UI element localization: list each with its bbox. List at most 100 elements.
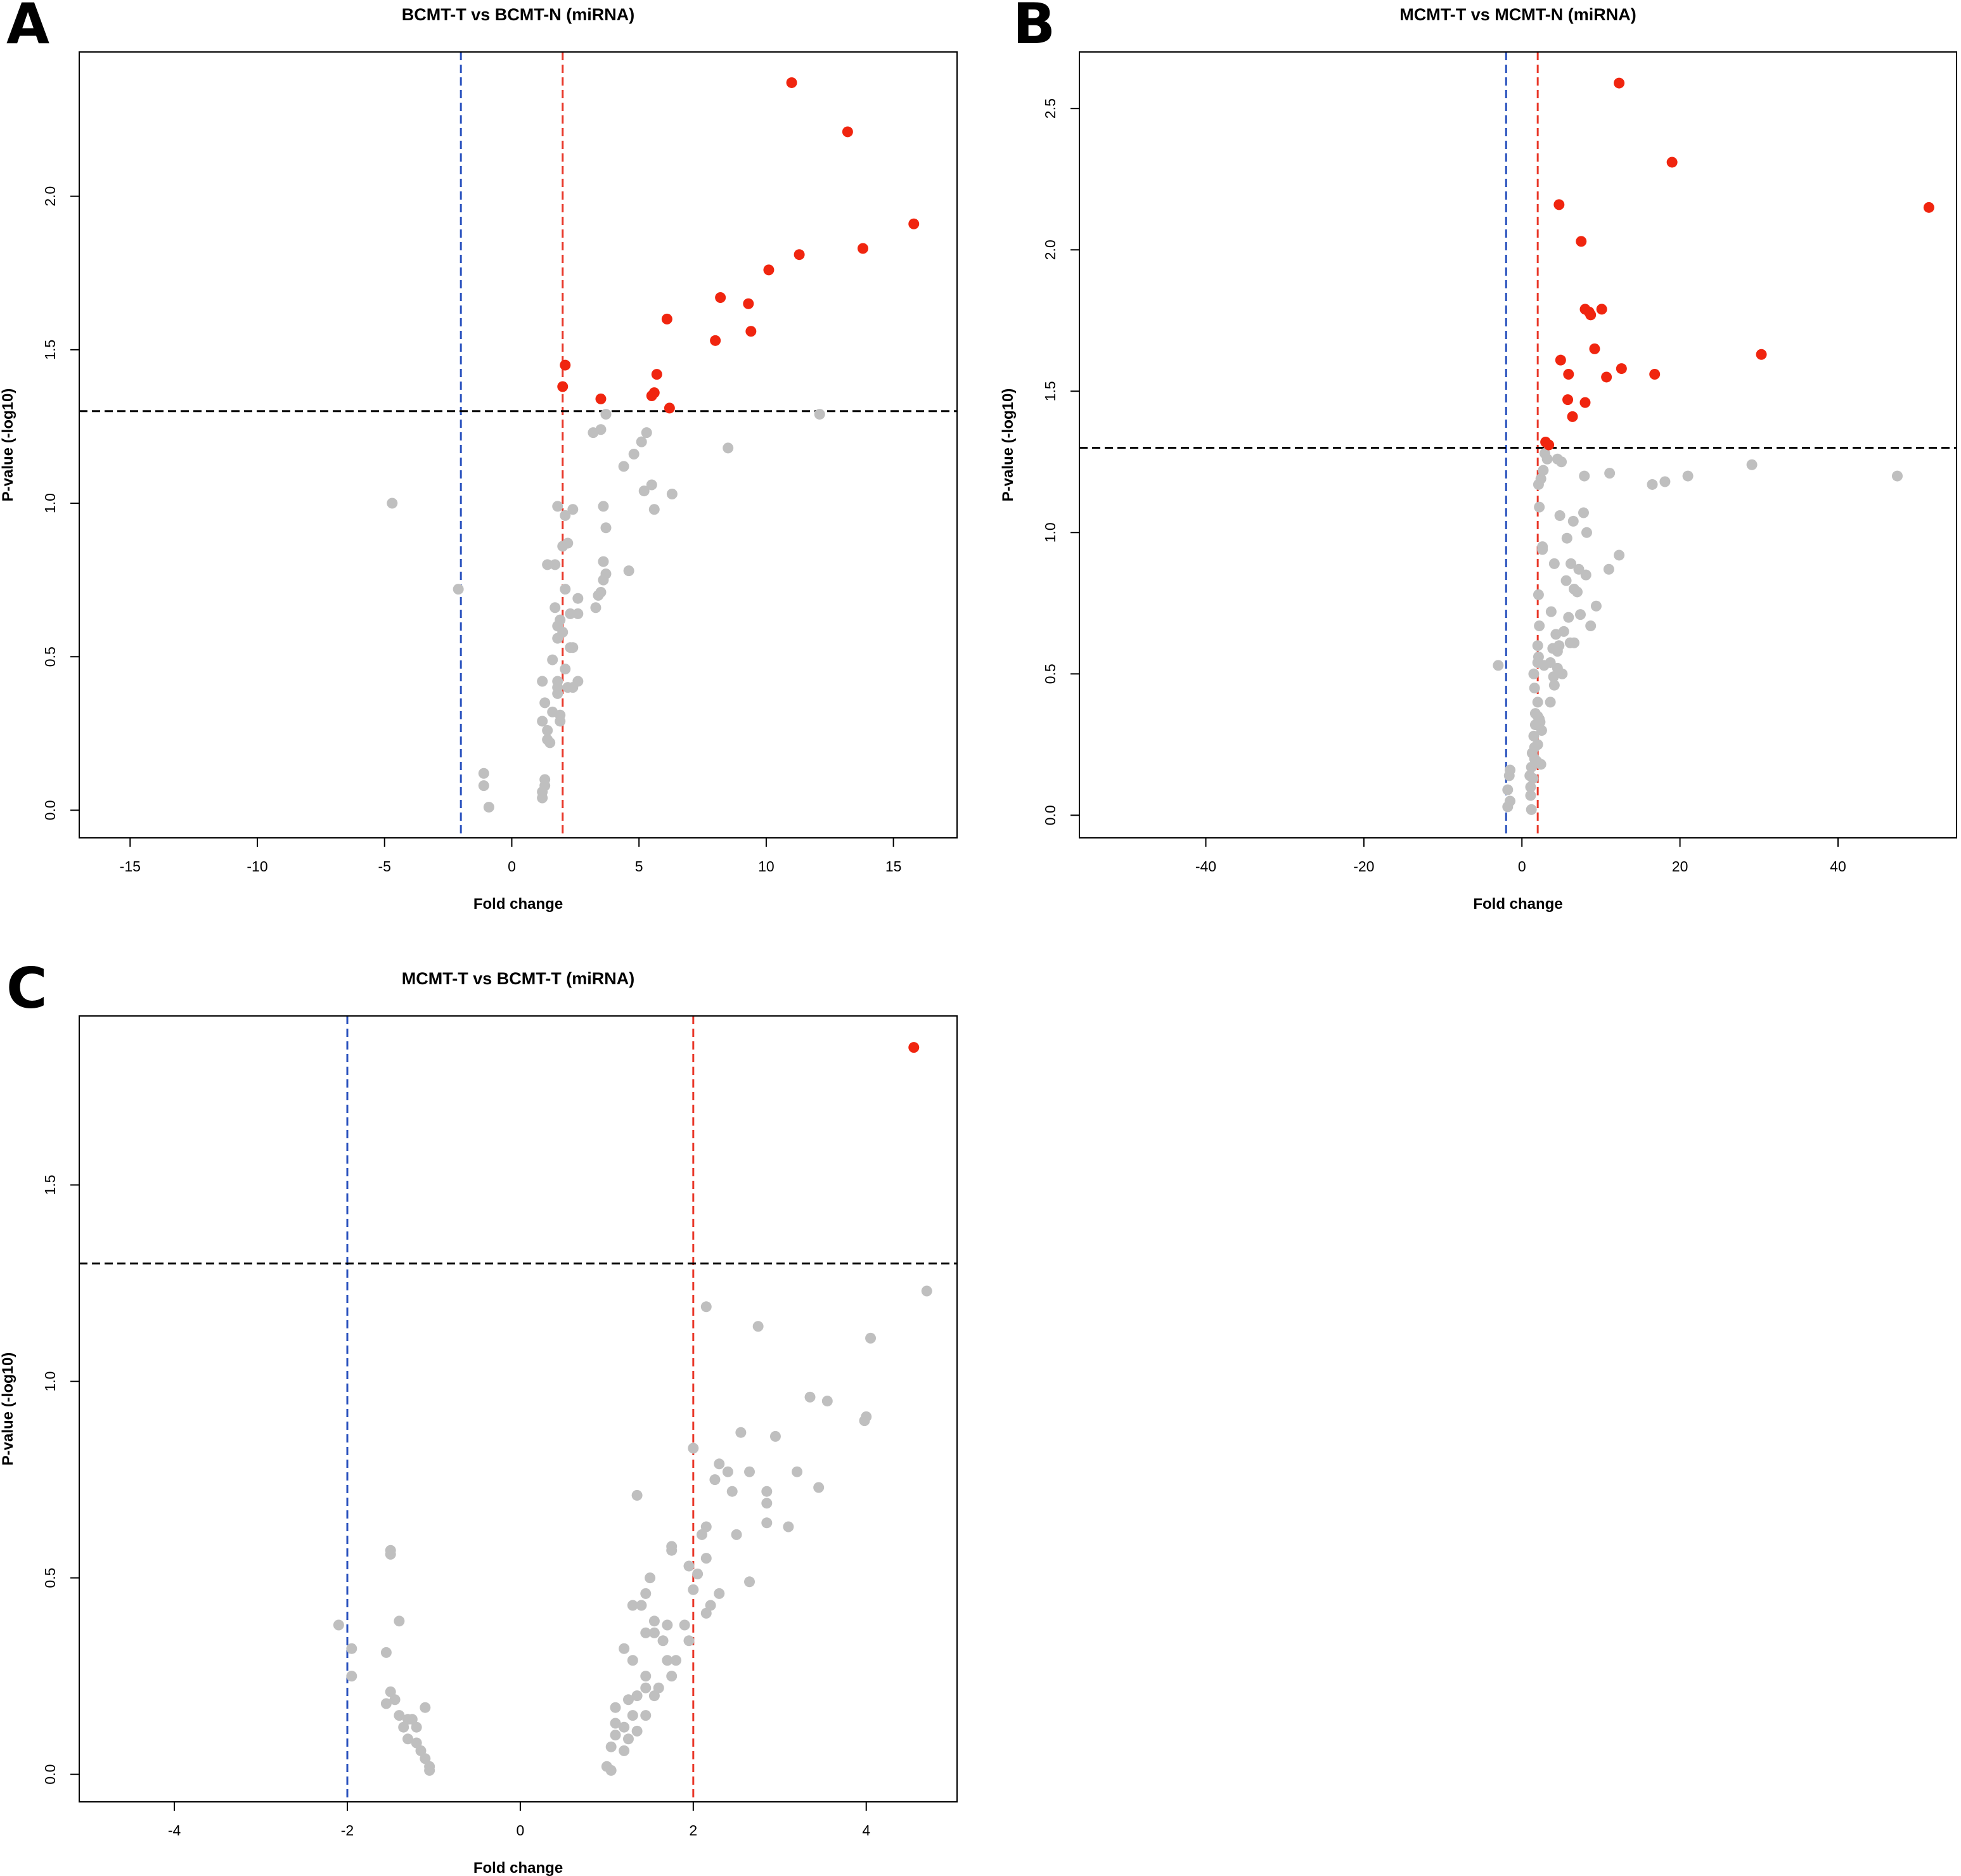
nonsignificant-point <box>539 697 551 709</box>
nonsignificant-point <box>645 1572 656 1584</box>
nonsignificant-point <box>657 1635 669 1647</box>
nonsignificant-point <box>622 1733 634 1745</box>
nonsignificant-point <box>619 1745 630 1756</box>
nonsignificant-point <box>1604 468 1616 479</box>
y-tick-label: 2.5 <box>1042 98 1058 119</box>
nonsignificant-point <box>411 1721 422 1733</box>
nonsignificant-point <box>1548 558 1560 569</box>
significant-point <box>1555 354 1566 366</box>
nonsignificant-point <box>1561 532 1572 544</box>
nonsignificant-point <box>921 1285 932 1297</box>
nonsignificant-point <box>1572 586 1583 598</box>
nonsignificant-point <box>1575 609 1586 620</box>
nonsignificant-point <box>744 1466 755 1477</box>
nonsignificant-point <box>705 1600 716 1611</box>
significant-point <box>745 326 757 337</box>
nonsignificant-point <box>402 1733 414 1745</box>
x-tick-label: -40 <box>1195 858 1216 875</box>
nonsignificant-point <box>618 461 629 472</box>
nonsignificant-point <box>572 593 584 604</box>
nonsignificant-point <box>1538 465 1549 476</box>
nonsignificant-point <box>389 1694 401 1706</box>
nonsignificant-point <box>537 716 548 727</box>
nonsignificant-point <box>552 501 563 512</box>
nonsignificant-point <box>666 1545 678 1556</box>
chart-title: MCMT-T vs MCMT-N (miRNA) <box>1399 5 1636 24</box>
nonsignificant-point <box>1569 637 1580 648</box>
panel-c: C MCMT-T vs BCMT-T (miRNA) Fold change P-va… <box>0 956 958 1876</box>
nonsignificant-point <box>555 716 566 727</box>
nonsignificant-point <box>1529 683 1540 694</box>
nonsignificant-point <box>424 1764 435 1776</box>
nonsignificant-point <box>679 1619 690 1631</box>
nonsignificant-point <box>415 1745 427 1756</box>
nonsignificant-point <box>1563 612 1574 623</box>
nonsignificant-point <box>813 1482 825 1493</box>
nonsignificant-point <box>631 1725 643 1737</box>
nonsignificant-point <box>636 436 647 447</box>
y-tick-label: 0.0 <box>42 1764 58 1785</box>
x-tick-label: -10 <box>247 858 267 875</box>
nonsignificant-point <box>1534 501 1545 513</box>
nonsignificant-point <box>537 676 548 687</box>
y-tick-label: 2.0 <box>42 186 58 207</box>
nonsignificant-point <box>769 1430 781 1442</box>
nonsignificant-point <box>638 485 650 497</box>
significant-point <box>646 390 657 401</box>
nonsignificant-point <box>1746 459 1758 470</box>
significant-point <box>664 402 675 414</box>
x-axis-label: Fold change <box>473 896 563 913</box>
nonsignificant-point <box>666 489 678 499</box>
nonsignificant-point <box>1573 563 1585 575</box>
nonsignificant-point <box>598 574 609 586</box>
significant-point <box>908 1042 920 1053</box>
significant-point <box>908 218 920 229</box>
y-tick-label: 1.5 <box>1042 381 1058 401</box>
nonsignificant-point <box>1526 804 1537 815</box>
significant-point <box>1601 371 1612 383</box>
significant-point <box>1562 394 1574 406</box>
x-tick-label: 15 <box>885 858 902 875</box>
nonsignificant-point <box>646 479 657 491</box>
x-axis-label: Fold change <box>1473 896 1562 913</box>
nonsignificant-point <box>1585 620 1597 631</box>
nonsignificant-point <box>1527 773 1539 784</box>
y-axis-label: P-value (-log10) <box>0 1352 16 1466</box>
nonsignificant-point <box>1557 668 1568 679</box>
significant-point <box>1614 77 1625 89</box>
nonsignificant-point <box>567 682 579 693</box>
y-tick-label: 1.0 <box>42 1372 58 1392</box>
nonsignificant-point <box>1614 549 1625 561</box>
nonsignificant-point <box>1554 510 1566 522</box>
nonsignificant-point <box>560 510 571 521</box>
significant-point <box>557 381 569 392</box>
nonsignificant-point <box>723 442 734 454</box>
x-tick-label: 4 <box>862 1822 870 1839</box>
nonsignificant-point <box>542 559 553 570</box>
nonsignificant-point <box>653 1682 664 1693</box>
nonsignificant-point <box>1502 784 1514 795</box>
nonsignificant-point <box>761 1498 773 1509</box>
nonsignificant-point <box>640 1627 652 1638</box>
nonsignificant-point <box>560 584 571 595</box>
nonsignificant-point <box>640 1710 652 1721</box>
nonsignificant-point <box>411 1737 422 1749</box>
nonsignificant-point <box>605 1741 617 1752</box>
nonsignificant-point <box>385 1548 396 1560</box>
nonsignificant-point <box>683 1635 695 1647</box>
nonsignificant-point <box>1525 790 1536 801</box>
nonsignificant-point <box>1528 730 1540 742</box>
nonsignificant-point <box>627 1655 638 1666</box>
nonsignificant-point <box>1532 640 1543 652</box>
nonsignificant-point <box>590 602 601 614</box>
nonsignificant-point <box>562 537 574 549</box>
y-tick-label: 1.5 <box>42 340 58 360</box>
nonsignificant-point <box>692 1568 704 1579</box>
nonsignificant-point <box>394 1710 405 1721</box>
nonsignificant-point <box>1538 660 1550 671</box>
nonsignificant-point <box>641 427 652 439</box>
nonsignificant-point <box>333 1619 344 1631</box>
nonsignificant-point <box>752 1321 764 1332</box>
nonsignificant-point <box>394 1616 405 1627</box>
